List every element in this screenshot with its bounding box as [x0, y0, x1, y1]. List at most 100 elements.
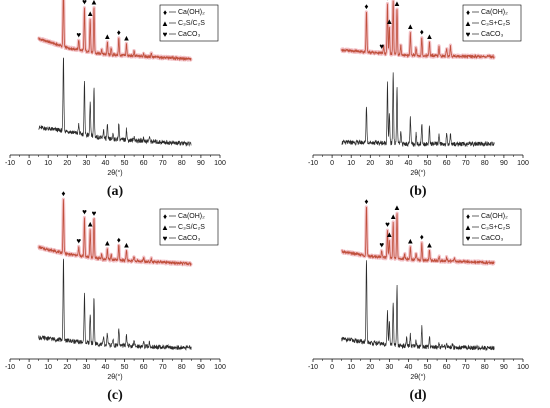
x-tick-label: 10 — [347, 364, 355, 371]
x-tick-label: 50 — [121, 364, 129, 371]
x-tick-label: 0 — [330, 160, 334, 167]
peak-marker-5: ▲ — [103, 32, 111, 41]
peak-marker-7: ▲ — [122, 241, 130, 250]
legend-box — [159, 4, 219, 42]
x-tick-label: 50 — [424, 160, 432, 167]
peak-marker-5: ♥ — [379, 42, 384, 51]
x-tick-label: 60 — [140, 160, 148, 167]
peak-marker-2: ♥ — [92, 209, 97, 218]
peak-marker-6: ▲ — [406, 22, 414, 31]
series-lower-line — [38, 258, 192, 351]
series-lower-line — [38, 57, 192, 147]
x-axis-title: 2θ(°) — [107, 169, 122, 177]
x-tick-label: 30 — [82, 364, 90, 371]
legend-symbol-0: ♦ — [466, 8, 470, 17]
legend-entry-1: C₃S/C₂S — [178, 20, 205, 27]
legend-symbol-1: ▲ — [464, 223, 472, 232]
x-tick-label: 10 — [44, 364, 52, 371]
x-tick-label: 80 — [178, 364, 186, 371]
panel-b: ♦♥▲▲▲♥▲♦▲-1001020304050607080901002θ(°)(… — [308, 0, 529, 199]
legend-symbol-1: ▲ — [161, 223, 169, 232]
x-tick-label: 80 — [481, 364, 489, 371]
legend-symbol-1: ▲ — [161, 19, 169, 28]
legend-entry-1: C₃S/C₂S — [178, 224, 205, 231]
legend-symbol-2: ♥ — [466, 30, 471, 39]
panel-label: (d) — [409, 388, 426, 403]
x-tick-label: 100 — [214, 364, 226, 371]
peak-marker-5: ♥ — [379, 241, 384, 250]
series-upper-line — [38, 199, 192, 267]
series-lower-line — [341, 72, 495, 148]
x-tick-label: 70 — [159, 160, 167, 167]
panels-layer: ♦▲♥♥▲▲♦▲-1001020304050607080901002θ(°)(a… — [5, 0, 529, 403]
peak-marker-4: ♥ — [76, 236, 81, 245]
x-tick-label: 0 — [330, 364, 334, 371]
x-tick-label: 40 — [405, 160, 413, 167]
x-tick-label: 90 — [500, 364, 508, 371]
x-tick-label: 100 — [517, 364, 529, 371]
x-tick-label: 50 — [121, 160, 129, 167]
legend-entry-2: CaCO₃ — [178, 235, 200, 242]
panel-c: ♦♥ ♥▲♥ ▲ ♦▲-10 0 10 20 30 40 50 60 70 80 90 1002θ(°)(c… — [5, 189, 226, 403]
peak-marker-2: ▲ — [385, 230, 393, 239]
x-tick-label: 0 — [27, 160, 31, 167]
peak-marker-7: ▲ — [122, 33, 130, 42]
legend-symbol-0: ♦ — [163, 8, 167, 17]
panel-label: (c) — [107, 388, 123, 403]
series-upper-line — [341, 0, 495, 60]
peak-marker-4: ▲ — [393, 0, 401, 8]
legend: ♦ Ca(OH)₂ ▲ C₃S+C₂S ♥ CaCO₃ — [462, 4, 522, 42]
x-tick-label: 20 — [366, 160, 374, 167]
legend: ♦ Ca(OH)₂ ▲ C₃S+C₂S ♥ CaCO₃ — [462, 208, 522, 246]
x-tick-label: 50 — [424, 364, 432, 371]
legend-entry-1: C₃S+C₂S — [481, 224, 510, 231]
peak-marker-3: ▲ — [389, 212, 397, 221]
legend-symbol-1: ▲ — [464, 19, 472, 28]
peak-marker-4: ▲ — [90, 0, 98, 7]
peak-marker-6: ▲ — [406, 237, 414, 246]
peak-marker-1: ♥ — [385, 220, 390, 229]
x-tick-label: 70 — [462, 160, 470, 167]
x-tick-label: -10 — [5, 364, 15, 371]
x-tick-label: 70 — [462, 364, 470, 371]
x-tick-label: 90 — [197, 160, 205, 167]
legend: ♦ Ca(OH)₂ ▲ C₃S/C₂S ♥ CaCO₃ — [159, 208, 219, 246]
legend: ♦ Ca(OH)₂ ▲ C₃S/C₂S ♥ CaCO₃ — [159, 4, 219, 42]
panel-a: ♦▲♥♥▲▲♦▲-1001020304050607080901002θ(°)(a… — [5, 0, 226, 199]
peak-marker-3: ♥ — [76, 30, 81, 39]
panel-d: ♦♥▲▲▲♥ ▲ ♦▲-10 0 10 20 30 40 50 60 70 80 90 1002θ(°)(… — [308, 197, 529, 403]
peak-marker-2: ♥ — [82, 0, 87, 7]
x-tick-label: 60 — [443, 364, 451, 371]
x-tick-label: 40 — [405, 364, 413, 371]
panel-label: (a) — [107, 184, 124, 199]
peak-marker-4: ▲ — [393, 203, 401, 212]
x-tick-label: 100 — [517, 160, 529, 167]
x-tick-label: -10 — [5, 160, 15, 167]
x-tick-label: 40 — [102, 160, 110, 167]
peak-marker-1: ♥ — [82, 207, 87, 216]
x-tick-label: 90 — [197, 364, 205, 371]
x-tick-label: 10 — [44, 160, 52, 167]
legend-entry-2: CaCO₃ — [481, 31, 503, 38]
legend-entry-0: Ca(OH)₂ — [178, 9, 205, 16]
x-tick-label: 20 — [366, 364, 374, 371]
peak-marker-7: ♦ — [420, 28, 424, 37]
peak-marker-6: ♦ — [117, 28, 121, 37]
panel-label: (b) — [409, 184, 426, 199]
x-tick-label: 70 — [159, 364, 167, 371]
x-tick-label: 60 — [140, 364, 148, 371]
x-tick-label: 30 — [385, 160, 393, 167]
peak-marker-7: ♦ — [420, 233, 424, 242]
legend-entry-0: Ca(OH)₂ — [481, 213, 508, 220]
series-upper-line — [38, 0, 192, 62]
legend-entry-0: Ca(OH)₂ — [481, 9, 508, 16]
x-tick-label: 40 — [102, 364, 110, 371]
series-lower-line — [341, 260, 495, 352]
peak-marker-0: ♦ — [61, 189, 65, 198]
x-tick-label: 0 — [27, 364, 31, 371]
x-tick-label: 10 — [347, 160, 355, 167]
legend-symbol-2: ♥ — [163, 30, 168, 39]
x-tick-label: 80 — [178, 160, 186, 167]
peak-marker-0: ♦ — [364, 197, 368, 206]
